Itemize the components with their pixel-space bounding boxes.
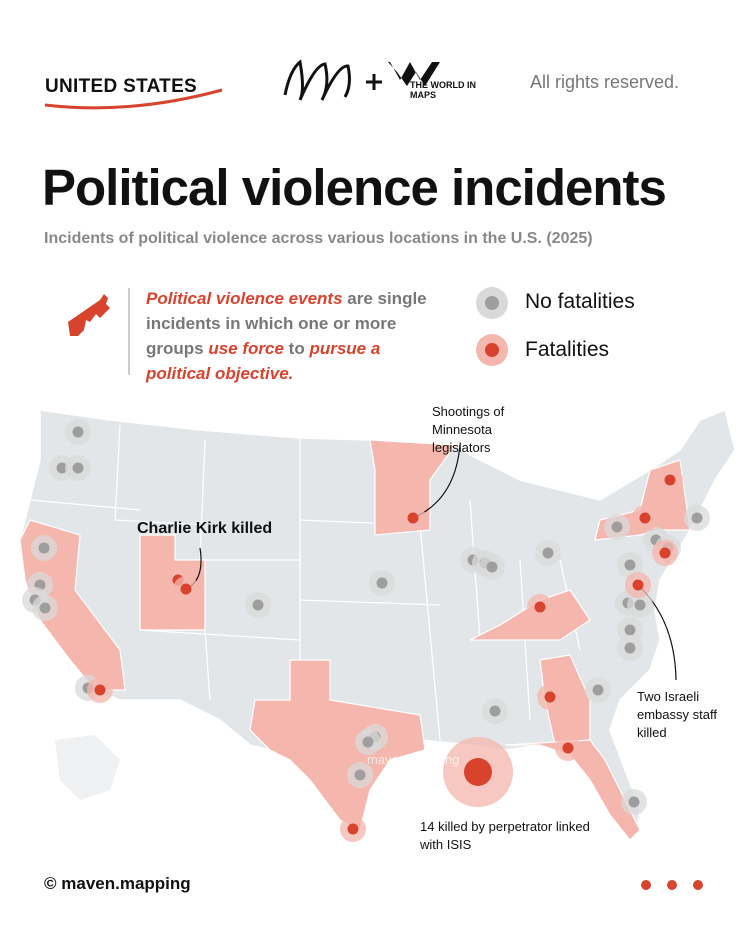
partner-logo-text: THE WORLD IN MAPS	[410, 80, 476, 100]
annotation: Two Israeli embassy staff killed	[637, 689, 717, 740]
fatality-incident	[562, 742, 574, 754]
incident	[611, 521, 623, 533]
definition-highlight: pursue a political objective.	[146, 339, 381, 383]
page-dot	[667, 880, 677, 890]
fatality-incident	[534, 601, 546, 613]
fatality-incident	[180, 583, 192, 595]
legend-label: No fatalities	[525, 290, 635, 313]
legend-label: Fatalities	[525, 338, 610, 361]
incident	[72, 426, 84, 438]
legend-symbol	[485, 296, 499, 310]
underline	[44, 88, 223, 110]
title: Political violence incidents	[42, 159, 667, 216]
definition-text: are single incidents in which one or mor…	[146, 289, 427, 358]
plus-sign	[366, 74, 382, 90]
page-dot	[641, 880, 651, 890]
incident	[72, 462, 84, 474]
definition-highlight: Political violence events	[146, 289, 343, 308]
page-dot	[693, 880, 703, 890]
fatality-incident	[94, 684, 106, 696]
incident	[39, 602, 51, 614]
incident	[56, 462, 68, 474]
incident	[252, 599, 264, 611]
incident	[624, 559, 636, 571]
incident	[634, 599, 646, 611]
fatality-incident	[659, 547, 671, 559]
fatality-incident	[632, 579, 644, 591]
incident	[486, 561, 498, 573]
rights: All rights reserved.	[530, 72, 680, 92]
incident	[376, 577, 388, 589]
incident	[592, 684, 604, 696]
fatality-incident	[347, 823, 359, 835]
fatality-incident	[464, 758, 492, 786]
incident	[542, 547, 554, 559]
incident	[628, 796, 640, 808]
incident	[489, 705, 501, 717]
annotation: Charlie Kirk killed	[137, 520, 273, 537]
annotation: 14 killed by perpetrator linked with ISI…	[420, 819, 590, 852]
incident	[38, 542, 50, 554]
fatality-incident	[664, 474, 676, 486]
fatality-incident	[639, 512, 651, 524]
maven-logo	[283, 59, 351, 101]
incident	[354, 769, 366, 781]
fatality-incident	[407, 512, 419, 524]
credit: © maven.mapping	[44, 874, 191, 893]
fatality-incident	[544, 691, 556, 703]
watermark: maven.mapping	[367, 752, 460, 767]
definition: Political violence events are single inc…	[146, 286, 436, 386]
annotation: Shootings of Minnesota legislators	[432, 404, 505, 455]
definition-highlight: use force	[208, 339, 284, 358]
alaska-inset	[55, 735, 120, 800]
definition-text: to	[283, 339, 310, 358]
wim-logo	[388, 62, 440, 86]
subtitle: Incidents of political violence across v…	[44, 230, 593, 247]
incident	[362, 736, 374, 748]
rifle-icon	[68, 294, 110, 336]
section-label: UNITED STATES	[45, 76, 198, 97]
incident	[624, 624, 636, 636]
incident	[624, 642, 636, 654]
incident	[691, 512, 703, 524]
legend-symbol	[485, 343, 499, 357]
